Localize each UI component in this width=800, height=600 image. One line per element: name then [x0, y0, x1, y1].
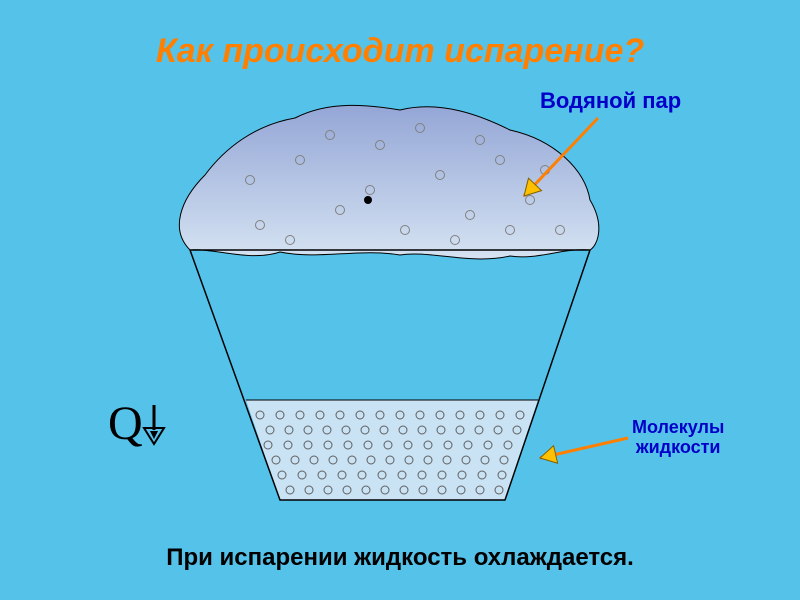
- q-label: Q: [108, 396, 143, 451]
- label-molecules-line2: жидкости: [636, 437, 721, 457]
- label-molecules: Молекулы жидкости: [632, 418, 724, 458]
- liquid-fill: [246, 400, 538, 500]
- label-molecules-line1: Молекулы: [632, 417, 724, 437]
- title: Как происходит испарение?: [0, 32, 800, 71]
- vapor-molecule-dark: [364, 196, 372, 204]
- molecules-arrow-head: [540, 446, 558, 464]
- caption: При испарении жидкость охлаждается.: [0, 544, 800, 572]
- label-vapor: Водяной пар: [540, 88, 681, 114]
- diagram-canvas: Как происходит испарение? Водяной пар Мо…: [0, 0, 800, 600]
